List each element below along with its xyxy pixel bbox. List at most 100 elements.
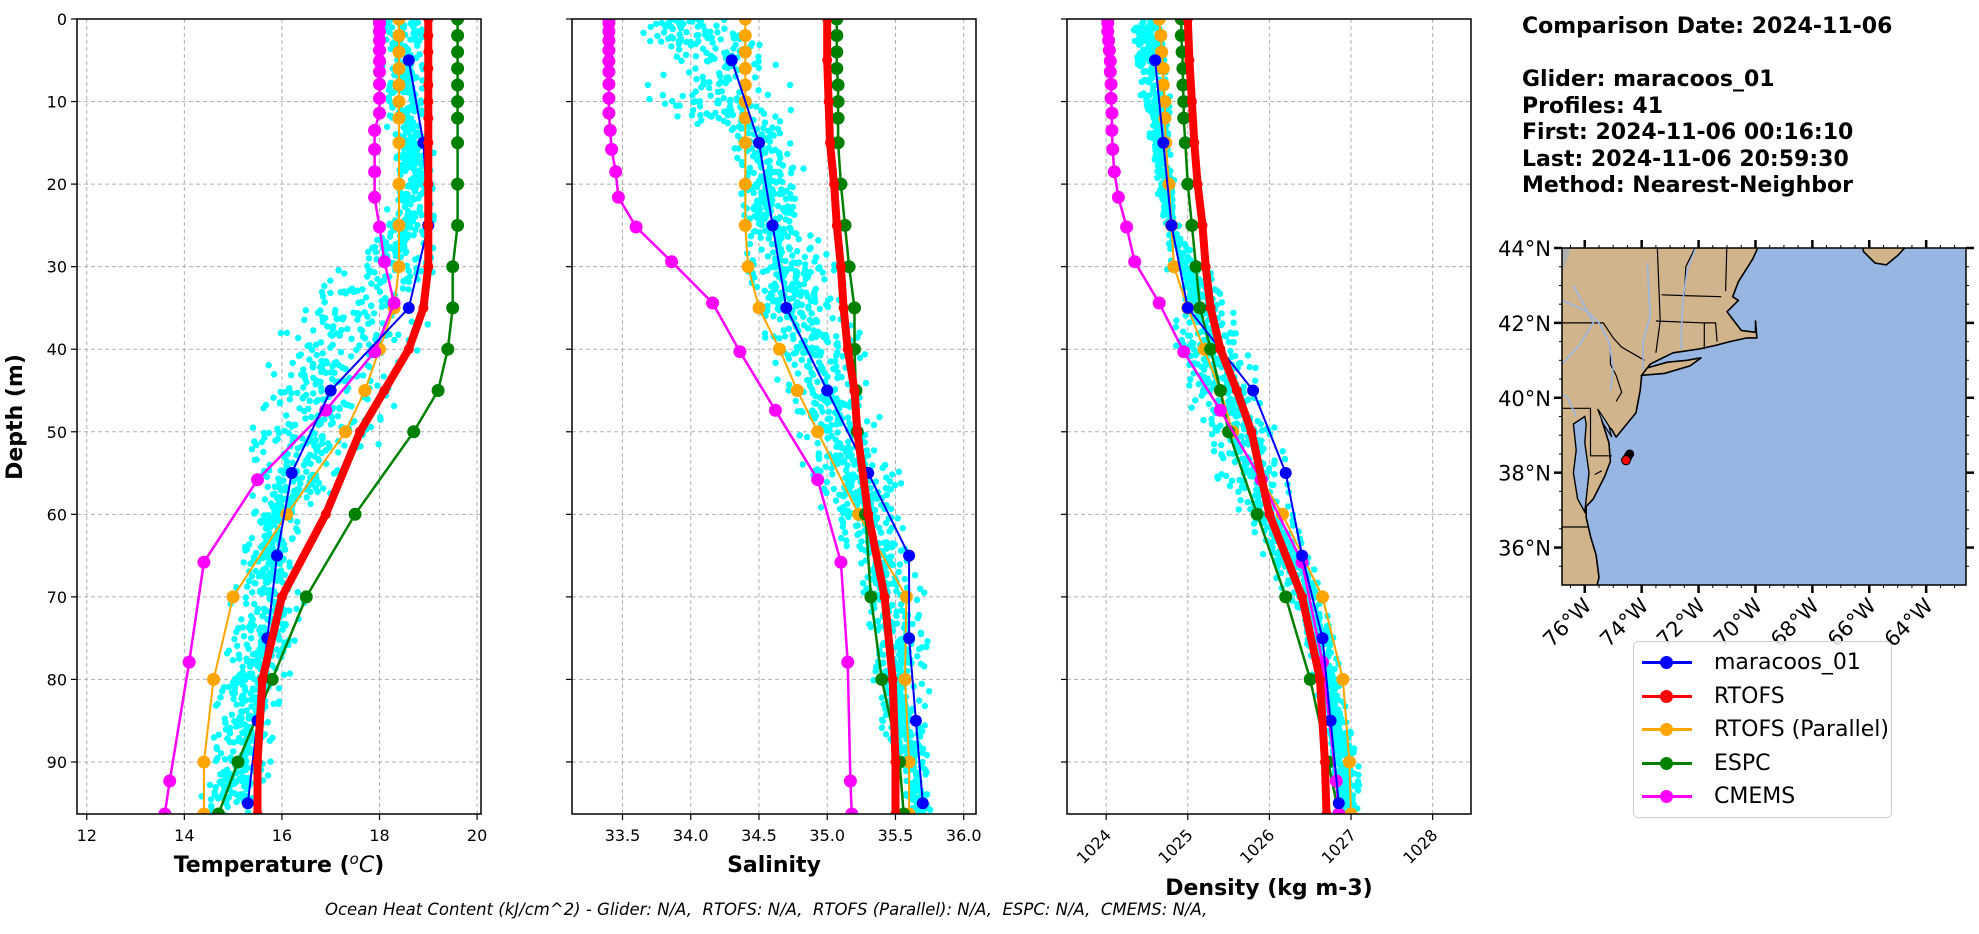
scatter-point (846, 420, 853, 427)
location-map: 36°N38°N40°N42°N44°N76°W74°W72°W70°W68°W… (1498, 237, 1974, 652)
scatter-point (758, 246, 765, 253)
scatter-point (295, 334, 302, 342)
scatter-point (861, 439, 868, 446)
scatter-point (231, 717, 238, 725)
data-point (423, 30, 434, 41)
scatter-point (410, 176, 417, 184)
scatter-point (808, 319, 816, 326)
scatter-point (693, 76, 700, 83)
scatter-point (787, 182, 794, 190)
scatter-point (307, 488, 314, 496)
scatter-point (386, 112, 393, 119)
scatter-point (834, 455, 841, 462)
data-point (231, 755, 245, 769)
scatter-point (792, 397, 799, 405)
scatter-point (822, 463, 829, 470)
scatter-point (772, 146, 779, 153)
scatter-point (262, 565, 269, 572)
scatter-point (286, 396, 294, 403)
scatter-point (689, 19, 696, 25)
series-line (1106, 19, 1341, 814)
scatter-point (278, 620, 286, 627)
scatter-point (344, 325, 351, 332)
scatter-point (261, 532, 268, 540)
data-point (431, 384, 445, 397)
scatter-point (856, 354, 864, 361)
scatter-point (308, 438, 315, 445)
scatter-point (900, 659, 908, 667)
scatter-point (830, 485, 838, 493)
scatter-point (785, 381, 793, 388)
data-point (451, 19, 465, 26)
scatter-point (891, 541, 898, 548)
data-point (451, 45, 465, 59)
scatter-point (248, 658, 255, 665)
scatter-point (1243, 440, 1250, 447)
scatter-point (870, 421, 878, 429)
scatter-point (418, 228, 426, 235)
data-point (1184, 55, 1195, 66)
data-point (257, 674, 268, 685)
data-point (251, 473, 264, 487)
scatter-point (318, 449, 325, 457)
scatter-point (299, 395, 306, 402)
scatter-point (248, 635, 255, 642)
scatter-point (248, 622, 255, 629)
scatter-point (350, 309, 357, 316)
scatter-point (248, 534, 255, 542)
data-point (1193, 301, 1207, 315)
scatter-point (834, 369, 841, 376)
scatter-point (365, 248, 372, 255)
axes-frame (571, 18, 977, 815)
scatter-point (286, 670, 294, 677)
lon-tick-label: 76°W (1538, 593, 1596, 651)
scatter-point (654, 32, 661, 40)
scatter-point (1244, 352, 1252, 359)
data-point (407, 425, 421, 439)
data-point (392, 62, 406, 75)
scatter-point (779, 162, 787, 169)
data-point (368, 190, 382, 204)
x-tick-label: 33.5 (605, 826, 641, 845)
scatter-point (311, 430, 318, 437)
scatter-point (832, 357, 839, 365)
scatter-point (1290, 589, 1298, 596)
scatter-point (776, 190, 783, 198)
scatter-point (239, 708, 246, 715)
scatter-point (921, 589, 928, 596)
lat-tick-label: 40°N (1498, 387, 1551, 411)
data-point (780, 301, 793, 314)
scatter-point (301, 407, 308, 415)
scatter-point (294, 528, 301, 535)
data-point (1316, 632, 1329, 645)
scatter-point (909, 620, 916, 628)
scatter-point (661, 100, 669, 107)
scatter-point (1162, 201, 1169, 209)
data-point (890, 809, 901, 814)
scatter-point (260, 429, 268, 437)
scatter-point (698, 84, 705, 91)
scatter-point (317, 363, 324, 371)
scatter-point (814, 378, 821, 385)
nova-scotia (1862, 248, 1906, 266)
scatter-point (223, 650, 231, 657)
scatter-point (745, 129, 752, 137)
data-point (1156, 62, 1170, 75)
data-point (835, 261, 846, 272)
data-point (241, 797, 254, 810)
scatter-point (1337, 717, 1344, 724)
scatter-point (790, 335, 797, 343)
scatter-point (683, 38, 690, 46)
scatter-point (850, 471, 857, 478)
scatter-point (366, 363, 373, 371)
scatter-point (402, 160, 409, 167)
scatter-point (1336, 731, 1343, 738)
scatter-point (419, 77, 426, 84)
scatter-point (300, 384, 307, 391)
scatter-point (1190, 277, 1198, 284)
scatter-point (1232, 330, 1239, 337)
scatter-point (1331, 665, 1338, 673)
scatter-point (870, 677, 877, 684)
scatter-point (1258, 427, 1266, 434)
scatter-point (276, 399, 284, 406)
